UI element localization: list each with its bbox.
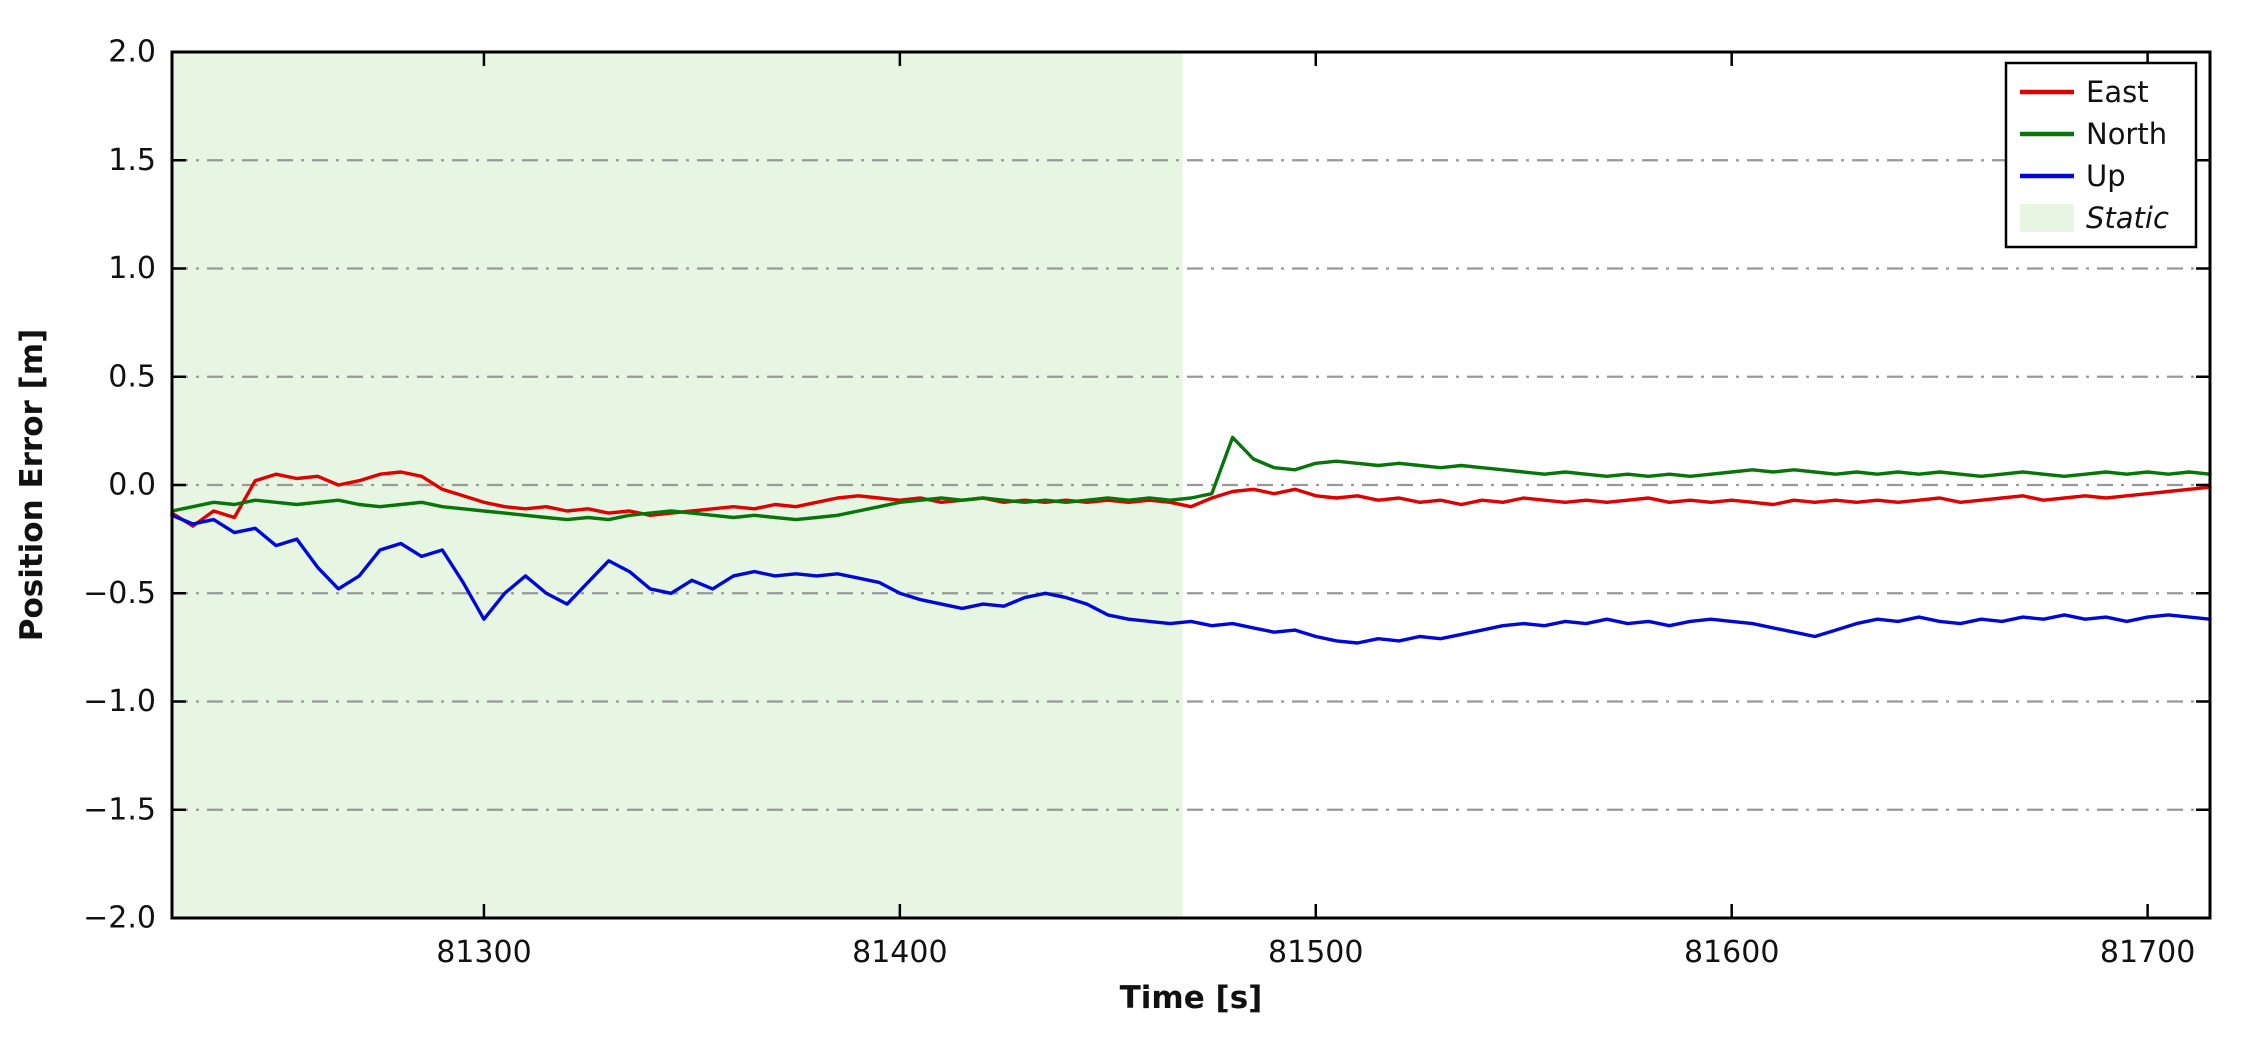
y-tick-label: 1.0 [108,251,156,286]
y-axis-label: Position Error [m] [14,329,50,641]
x-tick-label: 81300 [436,935,531,970]
legend: East North Up Static [2004,61,2198,249]
y-tick-label: 0.5 [108,359,156,394]
y-tick-label: −1.5 [83,792,156,827]
x-tick-label: 81700 [2100,935,2195,970]
legend-label-static: Static [2086,201,2169,235]
axes-spines [170,50,2212,920]
y-tick-label: −1.0 [83,684,156,719]
y-tick-label: 1.5 [108,143,156,178]
y-tick-label: 2.0 [108,35,156,70]
y-tick-label: −2.0 [83,901,156,936]
series-line-north [170,435,2212,522]
series-line-up [170,513,2212,645]
plot-area: 81300 81400 81500 81600 81700 −2.0 −1.5 −1.0 −0.… [83,35,2212,970]
y-tick-label: 0.0 [108,468,156,503]
y-tick-label: −0.5 [83,576,156,611]
x-axis-label: Time [s] [1120,980,1263,1016]
legend-label-up: Up [2086,159,2126,193]
legend-label-east: East [2086,75,2149,109]
series-line-east [170,470,2212,528]
legend-label-north: North [2086,117,2167,151]
x-tick-label: 81400 [852,935,947,970]
x-tick-label: 81500 [1268,935,1363,970]
legend-swatch-static [2020,204,2074,232]
x-tick-label: 81600 [1684,935,1779,970]
